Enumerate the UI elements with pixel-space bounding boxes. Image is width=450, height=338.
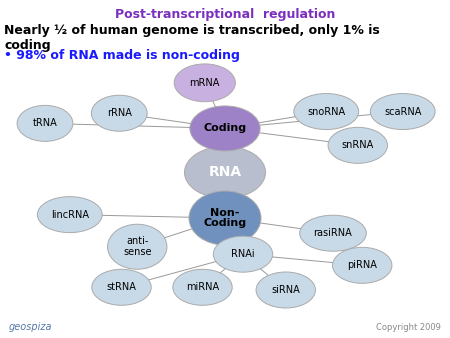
Ellipse shape <box>92 269 151 305</box>
Ellipse shape <box>17 105 73 141</box>
Ellipse shape <box>300 215 366 251</box>
Text: snoRNA: snoRNA <box>307 106 345 117</box>
Text: Post-transcriptional  regulation: Post-transcriptional regulation <box>115 8 335 21</box>
Ellipse shape <box>333 247 392 283</box>
Ellipse shape <box>189 191 261 245</box>
Ellipse shape <box>91 95 147 131</box>
Ellipse shape <box>173 269 232 305</box>
Text: geospiza: geospiza <box>9 322 53 332</box>
Ellipse shape <box>174 64 235 102</box>
Text: anti-
sense: anti- sense <box>123 236 152 257</box>
Ellipse shape <box>37 197 102 233</box>
Text: piRNA: piRNA <box>347 260 377 270</box>
Text: tRNA: tRNA <box>32 118 58 128</box>
Text: • 98% of RNA made is non-coding: • 98% of RNA made is non-coding <box>4 49 240 62</box>
Text: Coding: Coding <box>203 123 247 134</box>
Text: Nearly ½ of human genome is transcribed, only 1% is
coding: Nearly ½ of human genome is transcribed,… <box>4 24 380 52</box>
Text: Copyright 2009: Copyright 2009 <box>376 323 441 332</box>
Text: snRNA: snRNA <box>342 140 374 150</box>
Text: RNA: RNA <box>208 165 242 179</box>
Ellipse shape <box>213 236 273 272</box>
Text: mRNA: mRNA <box>189 78 220 88</box>
Text: RNAi: RNAi <box>231 249 255 259</box>
Text: rRNA: rRNA <box>107 108 132 118</box>
Ellipse shape <box>328 127 387 163</box>
Text: Non-
Coding: Non- Coding <box>203 208 247 228</box>
Ellipse shape <box>190 106 260 151</box>
Ellipse shape <box>370 94 435 129</box>
Ellipse shape <box>184 146 266 198</box>
Text: siRNA: siRNA <box>271 285 300 295</box>
Text: scaRNA: scaRNA <box>384 106 422 117</box>
Text: lincRNA: lincRNA <box>51 210 89 220</box>
Text: stRNA: stRNA <box>107 282 136 292</box>
Text: miRNA: miRNA <box>186 282 219 292</box>
Ellipse shape <box>294 94 359 129</box>
Ellipse shape <box>108 224 167 269</box>
Ellipse shape <box>256 272 315 308</box>
Text: rasiRNA: rasiRNA <box>314 228 352 238</box>
